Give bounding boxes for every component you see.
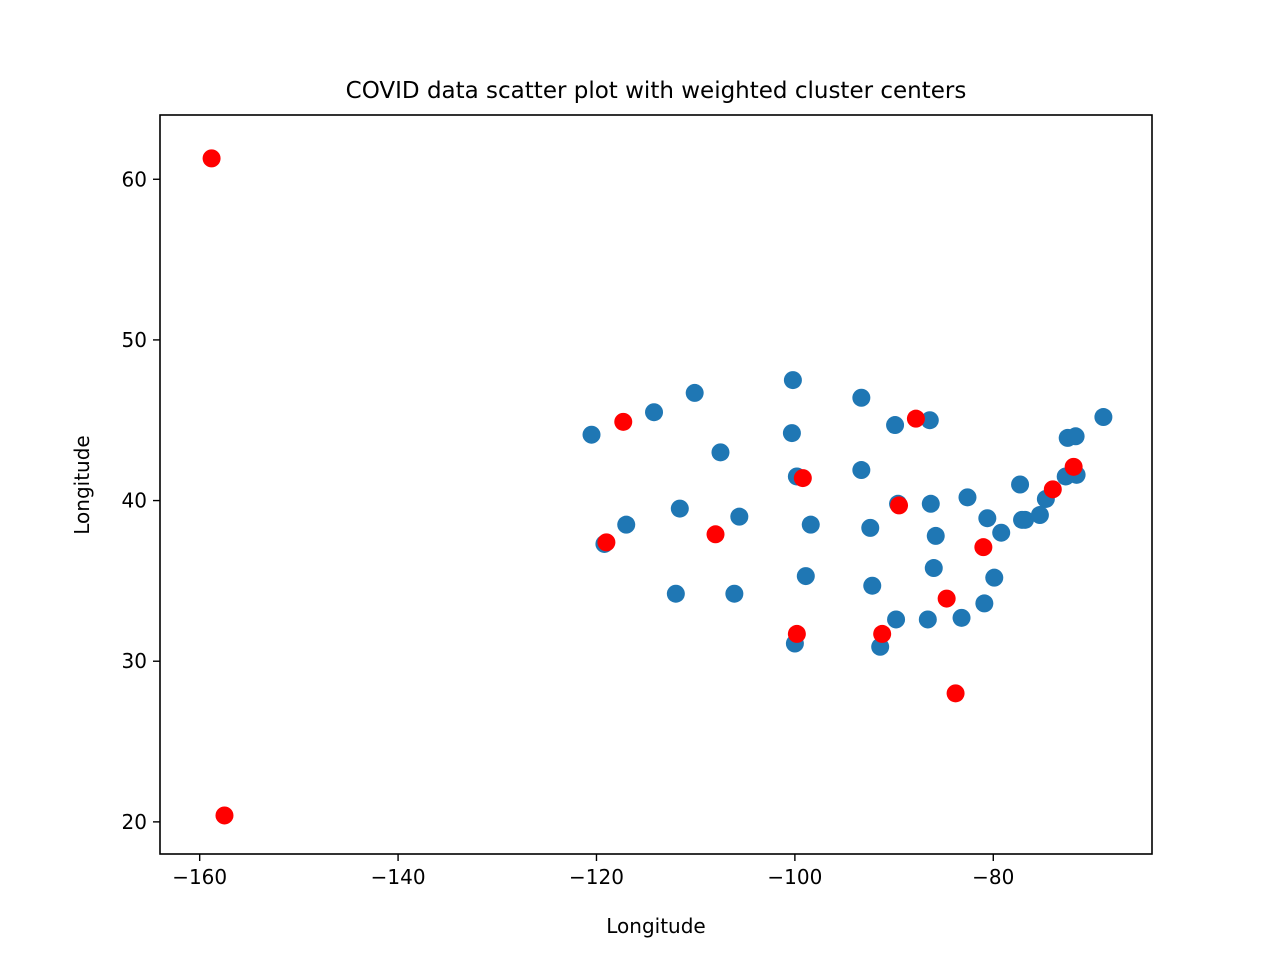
cluster-center-point	[906, 409, 925, 428]
y-axis-ticks: 20 30 40 50 60	[122, 167, 160, 834]
cluster-center-point	[974, 538, 993, 557]
data-point	[796, 567, 815, 586]
cluster-center-point	[937, 589, 956, 608]
data-point	[685, 383, 704, 402]
x-axis-label: Longitude	[606, 914, 705, 938]
data-point	[1030, 506, 1049, 525]
y-tick-label: 50	[122, 328, 147, 352]
cluster-center-point	[1043, 480, 1062, 499]
data-point	[926, 526, 945, 545]
cluster-center-point	[793, 469, 812, 488]
cluster-center-point	[787, 624, 806, 643]
data-point	[1094, 408, 1113, 427]
data-point	[852, 388, 871, 407]
y-axis-label: Longitude	[70, 435, 94, 534]
x-tick-label: −80	[972, 865, 1014, 889]
x-tick-label: −140	[371, 865, 426, 889]
data-point	[887, 610, 906, 629]
cluster-center-point	[946, 684, 965, 703]
data-point	[992, 523, 1011, 542]
data-point	[985, 568, 1004, 587]
cluster-center-point	[873, 624, 892, 643]
x-axis-ticks: −160 −140 −120 −100 −80	[172, 854, 1014, 889]
x-tick-label: −120	[569, 865, 624, 889]
data-point	[861, 518, 880, 537]
data-point	[725, 584, 744, 603]
data-point	[975, 594, 994, 613]
cluster-center-point	[597, 533, 616, 552]
y-tick-label: 20	[122, 810, 147, 834]
data-point	[801, 515, 820, 534]
data-point	[852, 461, 871, 480]
cluster-center-point	[614, 412, 633, 431]
cluster-center-point	[890, 496, 909, 515]
data-point	[582, 425, 601, 444]
y-tick-label: 60	[122, 167, 147, 191]
data-point	[1011, 475, 1030, 494]
x-tick-label: −160	[172, 865, 227, 889]
data-point	[666, 584, 685, 603]
chart-title: COVID data scatter plot with weighted cl…	[346, 78, 967, 104]
data-point	[924, 559, 943, 578]
y-tick-label: 40	[122, 489, 147, 513]
cluster-center-point	[202, 149, 221, 168]
data-point	[617, 515, 636, 534]
data-point	[952, 608, 971, 627]
data-points	[202, 149, 1113, 825]
data-point	[730, 507, 749, 526]
data-point	[918, 610, 937, 629]
data-point	[711, 443, 730, 462]
cluster-center-point	[706, 525, 725, 544]
data-point	[921, 494, 940, 513]
data-point	[783, 371, 802, 390]
plot-frame	[159, 114, 1153, 855]
data-point	[670, 499, 689, 518]
data-point	[886, 416, 905, 435]
data-point	[1066, 427, 1085, 446]
data-point	[782, 424, 801, 443]
x-tick-label: −100	[767, 865, 822, 889]
data-point	[958, 488, 977, 507]
cluster-center-point	[1064, 457, 1083, 476]
data-point	[978, 509, 997, 528]
data-point	[645, 403, 664, 422]
y-tick-label: 30	[122, 649, 147, 673]
data-point	[1013, 510, 1032, 529]
cluster-center-point	[215, 806, 234, 825]
data-point	[920, 411, 939, 430]
data-point	[863, 576, 882, 595]
